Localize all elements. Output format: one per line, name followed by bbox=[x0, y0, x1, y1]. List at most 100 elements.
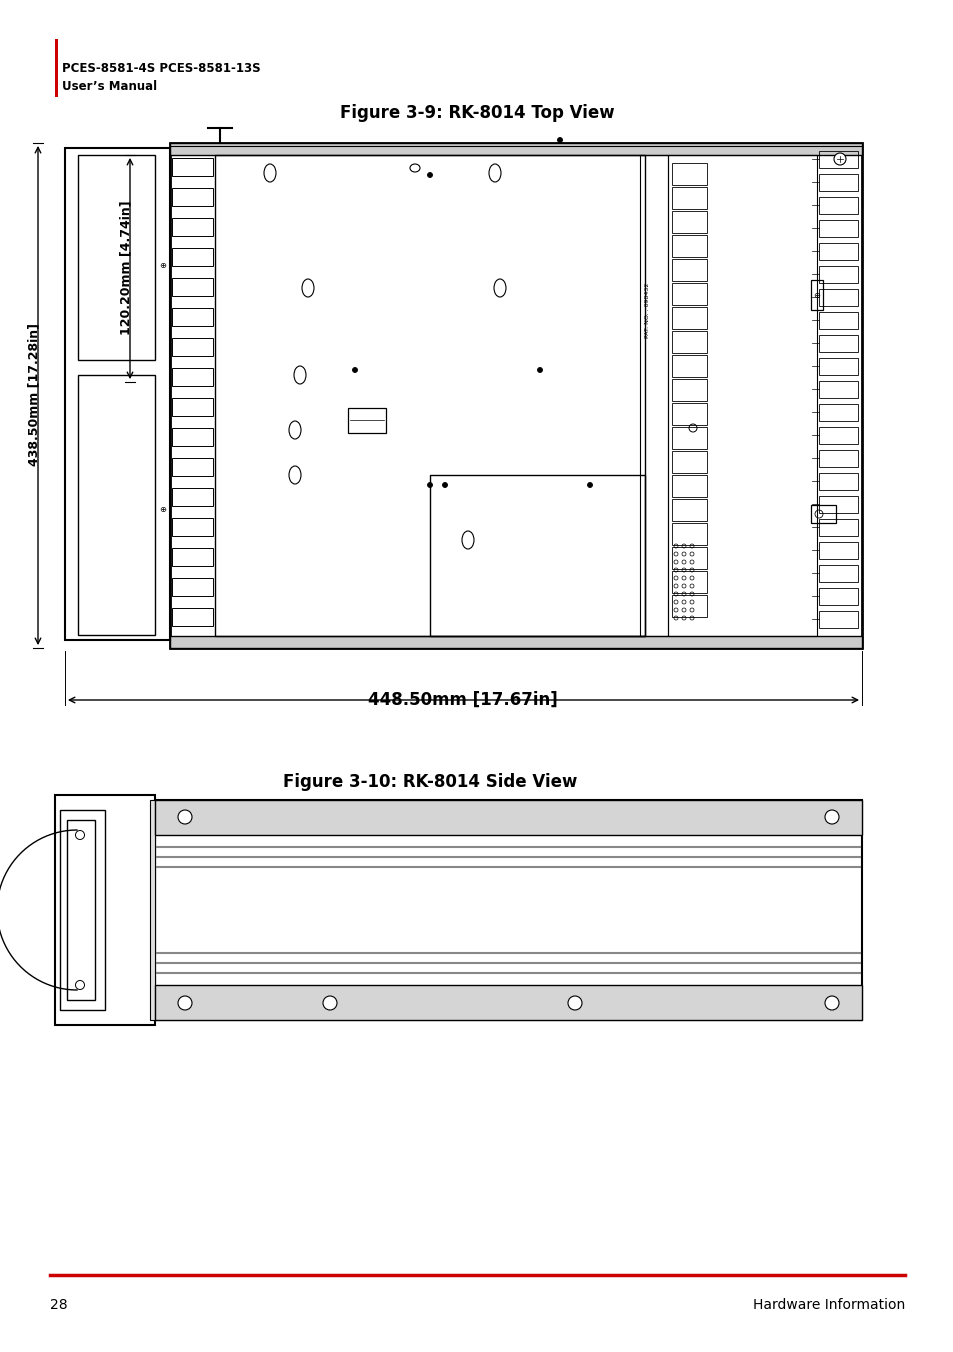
Circle shape bbox=[557, 138, 562, 142]
Bar bbox=[671, 499, 706, 521]
Bar bbox=[671, 379, 706, 402]
Text: Figure 3-9: RK-8014 Top View: Figure 3-9: RK-8014 Top View bbox=[339, 104, 614, 122]
Bar bbox=[150, 800, 154, 1019]
Bar bbox=[818, 358, 857, 375]
Bar bbox=[671, 187, 706, 210]
Circle shape bbox=[323, 996, 336, 1010]
Circle shape bbox=[567, 996, 581, 1010]
Bar bbox=[172, 279, 213, 296]
Bar bbox=[818, 243, 857, 260]
Text: 448.50mm [17.67in]: 448.50mm [17.67in] bbox=[368, 691, 558, 708]
Circle shape bbox=[75, 980, 85, 990]
Text: 438.50mm [17.28in]: 438.50mm [17.28in] bbox=[28, 323, 40, 466]
Bar bbox=[818, 151, 857, 168]
Bar bbox=[818, 266, 857, 283]
Bar bbox=[154, 800, 862, 1019]
Text: 28: 28 bbox=[50, 1298, 68, 1311]
Bar bbox=[818, 427, 857, 443]
Bar bbox=[55, 39, 58, 97]
Bar bbox=[78, 155, 154, 360]
Bar bbox=[154, 986, 862, 1019]
Bar bbox=[810, 506, 835, 523]
Bar bbox=[172, 338, 213, 356]
Bar bbox=[671, 475, 706, 498]
Bar bbox=[671, 523, 706, 545]
Bar bbox=[430, 475, 644, 635]
Bar bbox=[810, 280, 822, 310]
Circle shape bbox=[178, 810, 192, 823]
Text: User’s Manual: User’s Manual bbox=[62, 80, 157, 92]
Text: ⊕: ⊕ bbox=[813, 291, 820, 300]
Bar bbox=[172, 158, 213, 176]
Bar bbox=[818, 450, 857, 466]
Circle shape bbox=[833, 153, 845, 165]
Bar bbox=[671, 403, 706, 425]
Bar bbox=[170, 143, 862, 155]
Circle shape bbox=[442, 483, 447, 488]
Bar bbox=[671, 164, 706, 185]
Bar bbox=[818, 312, 857, 329]
Bar bbox=[154, 800, 862, 836]
Text: 120.20mm [4.74in]: 120.20mm [4.74in] bbox=[119, 200, 132, 335]
Bar bbox=[671, 595, 706, 617]
Bar bbox=[818, 289, 857, 306]
Bar bbox=[348, 408, 386, 433]
Bar bbox=[172, 429, 213, 446]
Circle shape bbox=[75, 830, 85, 840]
Bar bbox=[818, 404, 857, 420]
Bar bbox=[60, 810, 105, 1010]
Bar bbox=[818, 611, 857, 627]
Bar bbox=[818, 496, 857, 512]
Text: Hardware Information: Hardware Information bbox=[752, 1298, 904, 1311]
Bar bbox=[671, 571, 706, 594]
Bar bbox=[172, 397, 213, 416]
Circle shape bbox=[587, 483, 592, 488]
Bar bbox=[818, 220, 857, 237]
Bar bbox=[818, 174, 857, 191]
Bar bbox=[671, 283, 706, 306]
Bar bbox=[818, 473, 857, 489]
Bar bbox=[172, 188, 213, 206]
Text: ⊕: ⊕ bbox=[159, 506, 167, 515]
Bar bbox=[671, 307, 706, 329]
Bar bbox=[55, 795, 154, 1025]
Bar bbox=[671, 548, 706, 569]
Bar bbox=[172, 608, 213, 626]
Bar bbox=[671, 260, 706, 281]
Bar bbox=[671, 331, 706, 353]
Circle shape bbox=[427, 483, 432, 488]
Circle shape bbox=[537, 368, 542, 373]
Bar bbox=[671, 235, 706, 257]
Bar bbox=[818, 335, 857, 352]
Text: PAT. NO. . 098432: PAT. NO. . 098432 bbox=[645, 283, 650, 338]
Circle shape bbox=[427, 173, 432, 177]
Bar bbox=[172, 458, 213, 476]
Bar bbox=[818, 519, 857, 535]
Bar bbox=[172, 368, 213, 387]
Circle shape bbox=[824, 810, 838, 823]
Bar bbox=[170, 635, 862, 648]
Bar bbox=[65, 147, 170, 639]
Bar bbox=[214, 155, 644, 635]
Bar bbox=[78, 375, 154, 635]
Bar bbox=[671, 452, 706, 473]
Bar bbox=[170, 143, 862, 648]
Bar bbox=[818, 542, 857, 558]
Circle shape bbox=[352, 368, 357, 373]
Bar bbox=[671, 356, 706, 377]
Bar bbox=[172, 308, 213, 326]
Bar bbox=[172, 548, 213, 566]
Bar bbox=[67, 821, 95, 1000]
Bar bbox=[172, 247, 213, 266]
Circle shape bbox=[824, 996, 838, 1010]
Bar bbox=[667, 155, 816, 635]
Bar bbox=[818, 565, 857, 581]
Bar bbox=[818, 588, 857, 604]
Bar bbox=[818, 197, 857, 214]
Bar bbox=[818, 381, 857, 397]
Text: Figure 3-10: RK-8014 Side View: Figure 3-10: RK-8014 Side View bbox=[282, 773, 577, 791]
Text: ⊕: ⊕ bbox=[159, 261, 167, 269]
Bar bbox=[671, 427, 706, 449]
Bar bbox=[172, 488, 213, 506]
Bar bbox=[172, 518, 213, 535]
